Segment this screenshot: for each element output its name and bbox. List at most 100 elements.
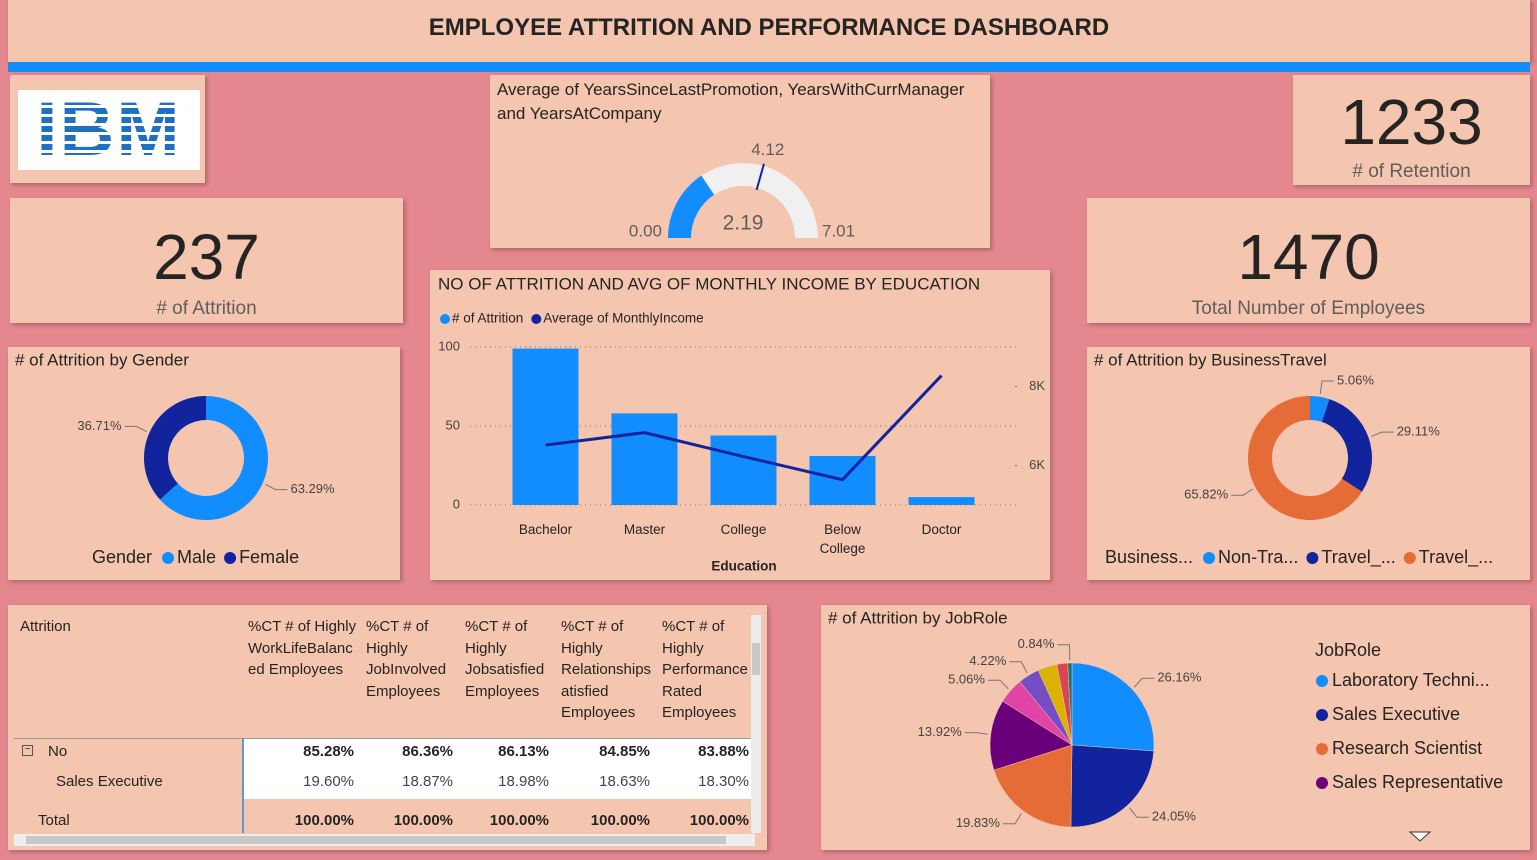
kpi-value: 1470	[1237, 221, 1380, 293]
travel-panel: # of Attrition by BusinessTravel 5.06% 29…	[1087, 347, 1530, 580]
x-tick-label: Below College	[819, 522, 866, 556]
leader-line	[1002, 813, 1022, 825]
x-tick-label: Master	[623, 522, 666, 537]
header-bar	[8, 62, 1530, 72]
legend-marker	[1316, 709, 1328, 721]
leader-line	[265, 483, 288, 491]
scroll-thumb[interactable]	[26, 836, 726, 844]
y2-tick-label: 6K	[1029, 457, 1045, 472]
data-label: 24.05%	[1152, 809, 1197, 824]
legend-marker	[1316, 743, 1328, 755]
leader-line	[1133, 677, 1155, 688]
legend-marker	[531, 314, 542, 324]
legend-label: Female	[239, 547, 299, 567]
cell: 18.87%	[402, 773, 453, 790]
slice	[1071, 662, 1155, 752]
legend-scroll[interactable]	[1408, 831, 1432, 842]
data-label: 5.06%	[1337, 372, 1374, 387]
vertical-scrollbar[interactable]	[751, 615, 761, 833]
slice	[160, 396, 268, 520]
slice	[1321, 399, 1372, 492]
legend-marker	[1203, 552, 1216, 564]
y2-tick-label: 8K	[1029, 378, 1045, 393]
data-label: 0.84%	[1018, 636, 1055, 651]
legend-title: Gender	[92, 547, 152, 567]
cell: 19.60%	[303, 773, 354, 790]
kpi-value: 237	[153, 221, 260, 293]
cell: 86.36%	[402, 743, 453, 760]
legend-label: Travel_...	[1321, 547, 1395, 568]
legend-marker	[1316, 777, 1328, 789]
gauge-track	[668, 163, 818, 238]
legend-label: Non-Tra...	[1218, 547, 1298, 567]
combo-chart: NO OF ATTRITION AND AVG OF MONTHLY INCOM…	[438, 274, 1045, 574]
leader-line	[964, 732, 988, 735]
legend-label: # of Attrition	[452, 311, 523, 326]
chart-title: # of Attrition by Gender	[15, 350, 189, 369]
legend-label: Travel_...	[1419, 547, 1493, 568]
row-label: Total	[38, 812, 70, 829]
data-label: 4.22%	[969, 653, 1006, 668]
leader-line	[1319, 380, 1335, 394]
combo-panel: NO OF ATTRITION AND AVG OF MONTHLY INCOM…	[430, 270, 1050, 580]
leader-line	[1129, 807, 1149, 818]
cell: 18.63%	[599, 773, 650, 790]
x-tick-label: College	[720, 522, 767, 537]
kpi-card: 237 # of Attrition	[10, 198, 403, 323]
cell: 85.28%	[303, 743, 354, 760]
jobrole-panel: # of Attrition by JobRole 26.16% 24.05% 19…	[821, 605, 1530, 850]
slice	[989, 700, 1073, 771]
data-label: 13.92%	[918, 724, 963, 739]
kpi-label: # of Attrition	[156, 298, 257, 319]
legend-label: Sales Representative	[1332, 772, 1503, 792]
y-tick-label: 100	[438, 338, 460, 353]
cell: 100.00%	[489, 812, 549, 829]
bar	[512, 348, 579, 505]
kpi-value: 1233	[1340, 86, 1483, 158]
legend-label: Research Scientist	[1332, 738, 1482, 758]
x-tick-label: Bachelor	[518, 522, 573, 537]
column-header: %CT # of Highly JobInvolved Employees	[366, 618, 447, 700]
bar	[611, 413, 678, 505]
cell: 84.85%	[599, 743, 650, 760]
chart-title: Average of YearsSinceLastPromotion, Year…	[497, 80, 965, 123]
data-label: 29.11%	[1397, 424, 1441, 439]
cell: 18.98%	[498, 773, 549, 790]
kpi-card: 1470 Total Number of Employees	[1087, 198, 1530, 323]
line	[545, 374, 943, 482]
legend-marker	[440, 314, 450, 324]
column-header: %CT # of Highly Jobsatisfied Employees	[465, 618, 545, 700]
cell: 100.00%	[294, 812, 354, 829]
row-border	[14, 738, 755, 739]
legend-label: Sales Executive	[1332, 704, 1460, 724]
logo: IBM	[36, 87, 182, 172]
legend-label: Male	[177, 547, 216, 567]
cell: 100.00%	[393, 812, 453, 829]
gauge-value-label: 2.19	[723, 212, 764, 235]
gauge-max: 7.01	[822, 221, 855, 240]
leader-line	[124, 425, 147, 433]
kpi-label: Total Number of Employees	[1191, 298, 1426, 319]
y-tick-label: 0	[453, 496, 460, 511]
gauge-target	[755, 163, 765, 191]
legend-label: Average of MonthlyIncome	[543, 311, 703, 326]
legend-title: Business...	[1105, 547, 1193, 567]
data-label: 26.16%	[1157, 670, 1202, 685]
logo-panel: IBM	[10, 75, 205, 183]
legend-marker	[162, 552, 175, 564]
scroll-thumb[interactable]	[752, 643, 760, 675]
legend-marker	[1306, 552, 1319, 564]
cell: 18.30%	[698, 773, 749, 790]
donut-chart: # of Attrition by BusinessTravel 5.06% 29…	[1094, 350, 1493, 568]
slice	[144, 396, 206, 500]
x-axis-title: Education	[711, 559, 776, 574]
slice	[1067, 662, 1073, 746]
data-label: 19.83%	[956, 815, 1001, 830]
row-label: Sales Executive	[56, 773, 163, 790]
chart-title: # of Attrition by BusinessTravel	[1094, 350, 1327, 369]
legend-marker	[224, 552, 237, 564]
slice	[1070, 744, 1155, 828]
donut-chart: # of Attrition by Gender 63.29% 36.71% Gen…	[15, 350, 335, 567]
collapse-icon[interactable]: −	[22, 745, 33, 756]
